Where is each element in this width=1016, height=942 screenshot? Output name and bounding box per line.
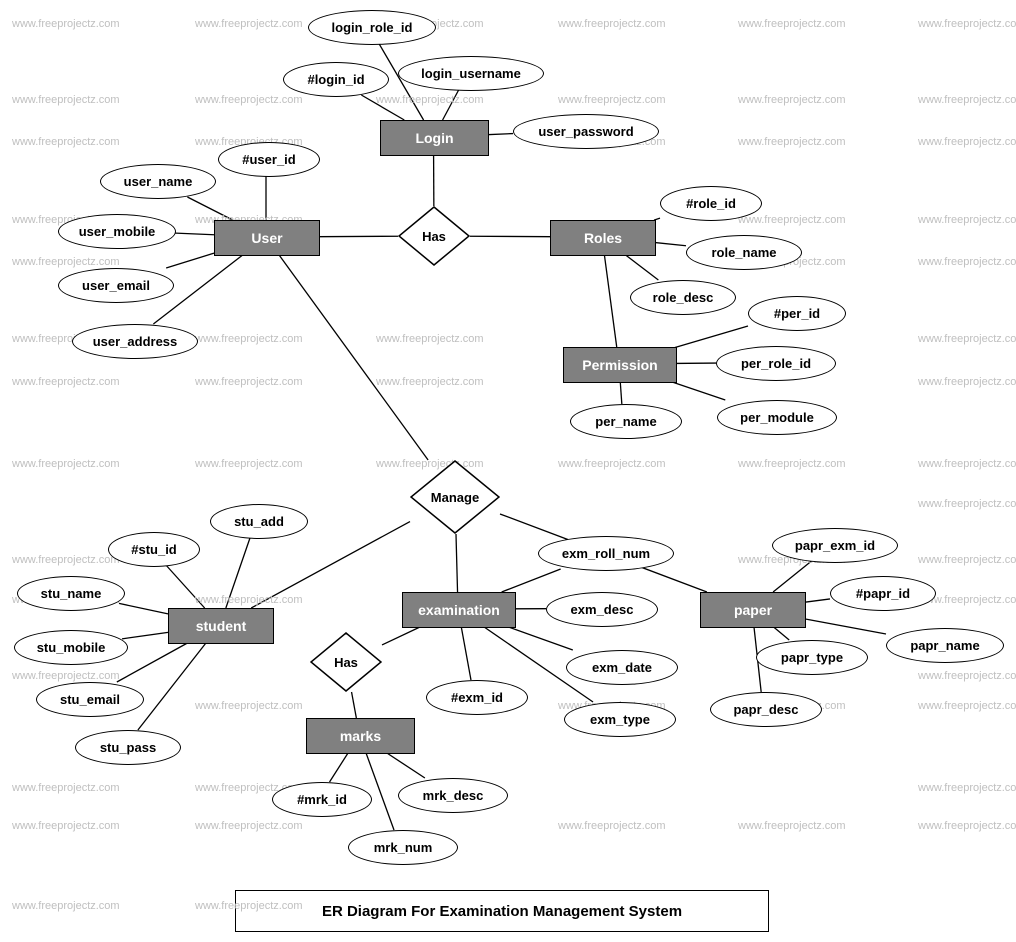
entity-marks: marks [306, 718, 415, 754]
attr-stu_email: stu_email [36, 682, 144, 717]
attr-mrk_desc: mrk_desc [398, 778, 508, 813]
entity-user: User [214, 220, 320, 256]
attr-stu_id: #stu_id [108, 532, 200, 567]
attr-stu_name: stu_name [17, 576, 125, 611]
attr-role_desc: role_desc [630, 280, 736, 315]
relationship-manage: Manage [410, 460, 500, 534]
attr-papr_type: papr_type [756, 640, 868, 675]
attr-login_role_id: login_role_id [308, 10, 436, 45]
attr-role_name: role_name [686, 235, 802, 270]
attr-exm_type: exm_type [564, 702, 676, 737]
attr-papr_id: #papr_id [830, 576, 936, 611]
entity-login: Login [380, 120, 489, 156]
attr-user_address: user_address [72, 324, 198, 359]
attr-stu_mobile: stu_mobile [14, 630, 128, 665]
edge-lines [0, 0, 1016, 942]
attr-papr_name: papr_name [886, 628, 1004, 663]
attr-per_role_id: per_role_id [716, 346, 836, 381]
attr-papr_desc: papr_desc [710, 692, 822, 727]
attr-role_id: #role_id [660, 186, 762, 221]
attr-login_username: login_username [398, 56, 544, 91]
attr-user_password: user_password [513, 114, 659, 149]
attr-per_name: per_name [570, 404, 682, 439]
entity-roles: Roles [550, 220, 656, 256]
diagram-title: ER Diagram For Examination Management Sy… [235, 890, 769, 932]
attr-per_module: per_module [717, 400, 837, 435]
entity-permission: Permission [563, 347, 677, 383]
attr-per_id: #per_id [748, 296, 846, 331]
attr-exm_id: #exm_id [426, 680, 528, 715]
attr-exm_roll_num: exm_roll_num [538, 536, 674, 571]
entity-examination: examination [402, 592, 516, 628]
attr-stu_pass: stu_pass [75, 730, 181, 765]
relationship-has1: Has [398, 206, 470, 266]
attr-exm_date: exm_date [566, 650, 678, 685]
attr-user_id: #user_id [218, 142, 320, 177]
attr-mrk_num: mrk_num [348, 830, 458, 865]
attr-mrk_id: #mrk_id [272, 782, 372, 817]
attr-user_name: user_name [100, 164, 216, 199]
attr-user_email: user_email [58, 268, 174, 303]
attr-user_mobile: user_mobile [58, 214, 176, 249]
entity-student: student [168, 608, 274, 644]
attr-papr_exm_id: papr_exm_id [772, 528, 898, 563]
entity-paper: paper [700, 592, 806, 628]
attr-exm_desc: exm_desc [546, 592, 658, 627]
relationship-has2: Has [310, 632, 382, 692]
attr-login_id: #login_id [283, 62, 389, 97]
attr-stu_add: stu_add [210, 504, 308, 539]
